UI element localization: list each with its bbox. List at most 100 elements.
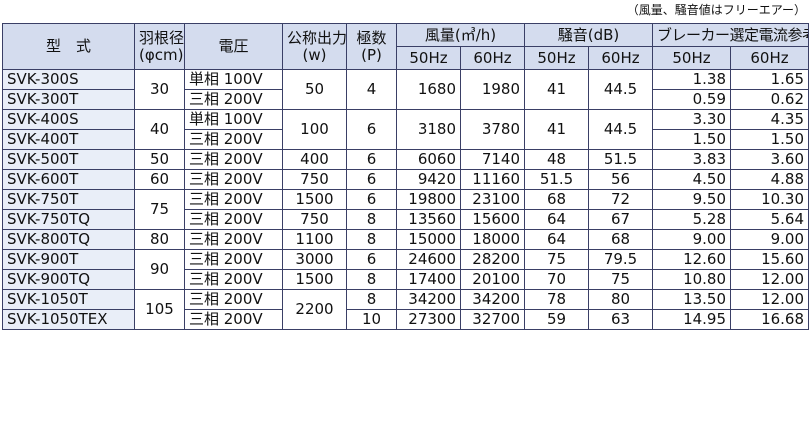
voltage-cell: 三相 200V [184,129,283,150]
noise-60hz-cell: 51.5 [588,149,654,170]
voltage-cell: 三相 200V [184,169,283,190]
voltage-cell: 単相 100V [184,109,283,130]
breaker-60hz-cell: 0.62 [730,89,810,110]
breaker-50hz-cell: 14.95 [652,309,732,330]
noise-50hz-cell: 48 [524,149,590,170]
blade-diameter-cell: 60 [134,169,185,190]
noise-60hz-cell: 75 [588,269,654,290]
breaker-60hz-cell: 16.68 [730,309,810,330]
model-cell: SVK-1050T [2,289,135,310]
model-cell: SVK-900TQ [2,269,135,290]
poles-cell: 4 [346,69,397,110]
poles-cell: 6 [346,149,397,170]
blade-diameter-cell: 80 [134,229,185,250]
noise-50hz-cell: 68 [524,189,590,210]
voltage-cell: 三相 200V [184,269,283,290]
table-row: SVK-300T 三相 200V 0.59 0.62 [2,89,810,110]
blade-diameter-cell: 105 [134,289,185,330]
noise-60hz-cell: 72 [588,189,654,210]
header-breaker-60hz: 60Hz [730,46,810,70]
output-cell: 1500 [282,269,347,290]
noise-50hz-cell: 51.5 [524,169,590,190]
table-row: SVK-900TQ 三相 200V 1500 8 17400 20100 70 … [2,269,810,290]
noise-50hz-cell: 64 [524,229,590,250]
blade-diameter-cell: 75 [134,189,185,230]
poles-cell: 6 [346,109,397,150]
breaker-50hz-cell: 9.50 [652,189,732,210]
poles-cell: 8 [346,229,397,250]
output-cell: 750 [282,169,347,190]
noise-60hz-cell: 79.5 [588,249,654,270]
header-poles: 極数 (P) [346,23,397,70]
airflow-60hz-cell: 28200 [459,249,526,270]
breaker-60hz-cell: 12.00 [730,289,810,310]
poles-cell: 6 [346,169,397,190]
airflow-50hz-cell: 15000 [396,229,461,250]
noise-60hz-cell: 44.5 [588,109,654,150]
model-cell: SVK-600T [2,169,135,190]
airflow-50hz-cell: 6060 [396,149,461,170]
breaker-60hz-cell: 3.60 [730,149,810,170]
noise-50hz-cell: 41 [524,69,590,110]
voltage-cell: 三相 200V [184,189,283,210]
output-cell: 3000 [282,249,347,270]
table-row: SVK-900T 90 三相 200V 3000 6 24600 28200 7… [2,249,810,290]
header-voltage: 電圧 [184,23,283,70]
table-row: SVK-400S 40 単相 100V 100 6 3180 3780 41 4… [2,109,810,150]
header-airflow-60hz: 60Hz [459,46,526,70]
airflow-50hz-cell: 27300 [396,309,461,330]
header-breaker: ブレーカー選定電流参考値(A) [652,23,810,47]
header-noise-60hz: 60Hz [588,46,654,70]
breaker-50hz-cell: 4.50 [652,169,732,190]
breaker-60hz-cell: 1.50 [730,129,810,150]
header-model: 型 式 [2,23,135,70]
breaker-50hz-cell: 3.83 [652,149,732,170]
poles-cell: 6 [346,189,397,210]
airflow-50hz-cell: 17400 [396,269,461,290]
table-row: SVK-750TQ 三相 200V 750 8 13560 15600 64 6… [2,209,810,230]
output-cell: 100 [282,109,347,150]
noise-50hz-cell: 75 [524,249,590,270]
voltage-cell: 三相 200V [184,229,283,250]
header-frequency-row: 50Hz 60Hz 50Hz 60Hz 50Hz 60Hz [3,46,810,70]
voltage-cell: 三相 200V [184,209,283,230]
voltage-cell: 三相 200V [184,149,283,170]
airflow-60hz-cell: 7140 [459,149,526,170]
airflow-60hz-cell: 1980 [459,69,526,110]
airflow-50hz-cell: 34200 [396,289,461,310]
spec-table: 型 式 羽根径 (φcm) 電圧 公称出力 (w) 極数 (P) 風量(㎥/h) 騒音… [2,23,810,330]
model-cell: SVK-1050TEX [2,309,135,330]
airflow-50hz-cell: 24600 [396,249,461,270]
airflow-60hz-cell: 11160 [459,169,526,190]
noise-60hz-cell: 80 [588,289,654,310]
header-airflow: 風量(㎥/h) [395,23,526,47]
poles-cell: 10 [346,309,397,330]
airflow-60hz-cell: 34200 [459,289,526,310]
output-cell: 400 [282,149,347,170]
model-cell: SVK-400T [2,129,135,150]
airflow-60hz-cell: 23100 [459,189,526,210]
voltage-cell: 三相 200V [184,309,283,330]
breaker-50hz-cell: 10.80 [652,269,732,290]
breaker-60hz-cell: 4.35 [730,109,810,130]
noise-50hz-cell: 41 [524,109,590,150]
output-cell: 1500 [282,189,347,210]
airflow-60hz-cell: 18000 [459,229,526,250]
noise-50hz-cell: 64 [524,209,590,230]
blade-diameter-cell: 90 [134,249,185,290]
noise-60hz-cell: 68 [588,229,654,250]
breaker-50hz-cell: 13.50 [652,289,732,310]
noise-60hz-cell: 44.5 [588,69,654,110]
breaker-50hz-cell: 5.28 [652,209,732,230]
breaker-50hz-cell: 9.00 [652,229,732,250]
airflow-60hz-cell: 20100 [459,269,526,290]
table-row: SVK-750T 75 三相 200V 1500 6 19800 23100 6… [2,189,810,230]
noise-50hz-cell: 70 [524,269,590,290]
voltage-cell: 三相 200V [184,89,283,110]
noise-60hz-cell: 56 [588,169,654,190]
table-row: SVK-800TQ 80 三相 200V 1100 8 15000 18000 … [2,229,810,250]
airflow-50hz-cell: 13560 [396,209,461,230]
output-cell: 1100 [282,229,347,250]
breaker-60hz-cell: 1.65 [730,69,810,90]
voltage-cell: 三相 200V [184,289,283,310]
